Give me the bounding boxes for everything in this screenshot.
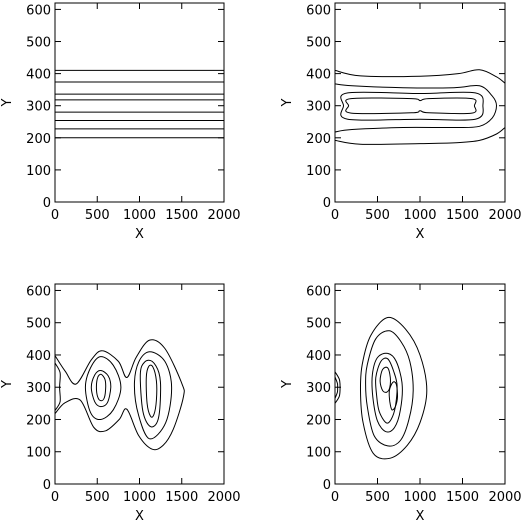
x-tick-label: 0 (331, 490, 339, 505)
contour-line (90, 369, 112, 408)
x-tick-label: 1000 (123, 490, 156, 505)
x-tick-label: 1500 (446, 490, 479, 505)
contour-panel-bottom-right: 0 500 1000 1500 2000 0 100 200 300 400 500 600 X Y (280, 283, 522, 521)
y-tick-label: 100 (26, 164, 51, 179)
y-tick-label: 0 (323, 196, 331, 211)
contour-line (340, 91, 484, 121)
x-tick-label: 1000 (403, 490, 436, 505)
y-tick-label: 0 (323, 478, 331, 493)
contour-panel-top-left: 0 500 1000 1500 2000 0 100 200 300 400 500 600 X Y (0, 2, 241, 242)
x-tick-label: 500 (365, 490, 390, 505)
y-tick-label: 500 (26, 317, 51, 332)
y-tick-label: 200 (306, 413, 331, 428)
y-tick-label: 200 (26, 132, 51, 147)
x-tick-label: 0 (331, 208, 339, 223)
y-axis-label: Y (280, 98, 295, 107)
y-tick-label: 400 (26, 349, 51, 364)
x-tick-label: 0 (51, 490, 59, 505)
contour-lines (55, 339, 185, 451)
y-axis-label: Y (0, 98, 15, 107)
y-tick-label: 500 (306, 317, 331, 332)
x-tick-label: 1000 (403, 208, 436, 223)
y-tick-label: 600 (306, 284, 331, 299)
y-tick-label: 400 (306, 68, 331, 83)
x-tick-label: 1500 (165, 490, 198, 505)
contour-line (133, 351, 173, 440)
y-tick-label: 300 (26, 100, 51, 115)
contour-line (55, 362, 61, 411)
x-tick-label: 1500 (446, 208, 479, 223)
contour-line (359, 316, 428, 460)
contour-line (95, 373, 107, 402)
contour-line (84, 356, 122, 421)
y-tick-label: 600 (26, 284, 51, 299)
x-tick-label: 500 (85, 208, 110, 223)
x-tick-label: 1000 (123, 208, 156, 223)
y-tick-label: 300 (26, 381, 51, 396)
y-tick-label: 600 (306, 3, 331, 18)
x-tick-label: 0 (51, 208, 59, 223)
contour-lines (335, 316, 428, 460)
y-tick-label: 500 (26, 36, 51, 51)
y-tick-label: 400 (306, 349, 331, 364)
contour-line (371, 352, 403, 433)
y-axis-label: Y (280, 380, 295, 389)
y-tick-label: 100 (306, 446, 331, 461)
contour-line (139, 359, 162, 428)
y-tick-label: 300 (306, 100, 331, 115)
y-tick-label: 0 (43, 196, 51, 211)
x-tick-label: 1500 (165, 208, 198, 223)
contour-line (335, 83, 498, 133)
y-tick-label: 0 (43, 478, 51, 493)
y-tick-label: 300 (306, 381, 331, 396)
x-tick-label: 2000 (207, 490, 240, 505)
y-tick-label: 200 (26, 413, 51, 428)
y-tick-label: 100 (306, 164, 331, 179)
contour-line (145, 364, 158, 418)
y-tick-label: 400 (26, 68, 51, 83)
contour-line (379, 366, 391, 393)
contour-lines (55, 69, 224, 139)
contour-panel-bottom-left: 0 500 1000 1500 2000 0 100 200 300 400 500 600 X Y (0, 283, 241, 521)
contour-line (335, 371, 341, 404)
contour-panel-top-right: 0 500 1000 1500 2000 0 100 200 300 400 500 600 X Y (280, 2, 522, 242)
y-tick-label: 100 (26, 446, 51, 461)
contour-line (335, 127, 505, 145)
x-axis-label: X (135, 509, 144, 521)
x-axis-label: X (416, 509, 425, 521)
x-tick-label: 2000 (488, 490, 521, 505)
x-tick-label: 500 (85, 490, 110, 505)
contour-line (55, 339, 185, 451)
contour-line (388, 381, 399, 411)
x-axis-label: X (135, 227, 144, 242)
x-tick-label: 2000 (207, 208, 240, 223)
contour-lines (335, 69, 505, 145)
contour-line (345, 97, 477, 115)
contour-line (335, 69, 505, 84)
y-tick-label: 200 (306, 132, 331, 147)
contour-line (335, 376, 339, 399)
contour-line (365, 330, 414, 447)
y-axis-label: Y (0, 380, 15, 389)
y-tick-label: 600 (26, 3, 51, 18)
y-tick-label: 500 (306, 36, 331, 51)
x-tick-label: 2000 (488, 208, 521, 223)
x-tick-label: 500 (365, 208, 390, 223)
x-axis-label: X (416, 227, 425, 242)
